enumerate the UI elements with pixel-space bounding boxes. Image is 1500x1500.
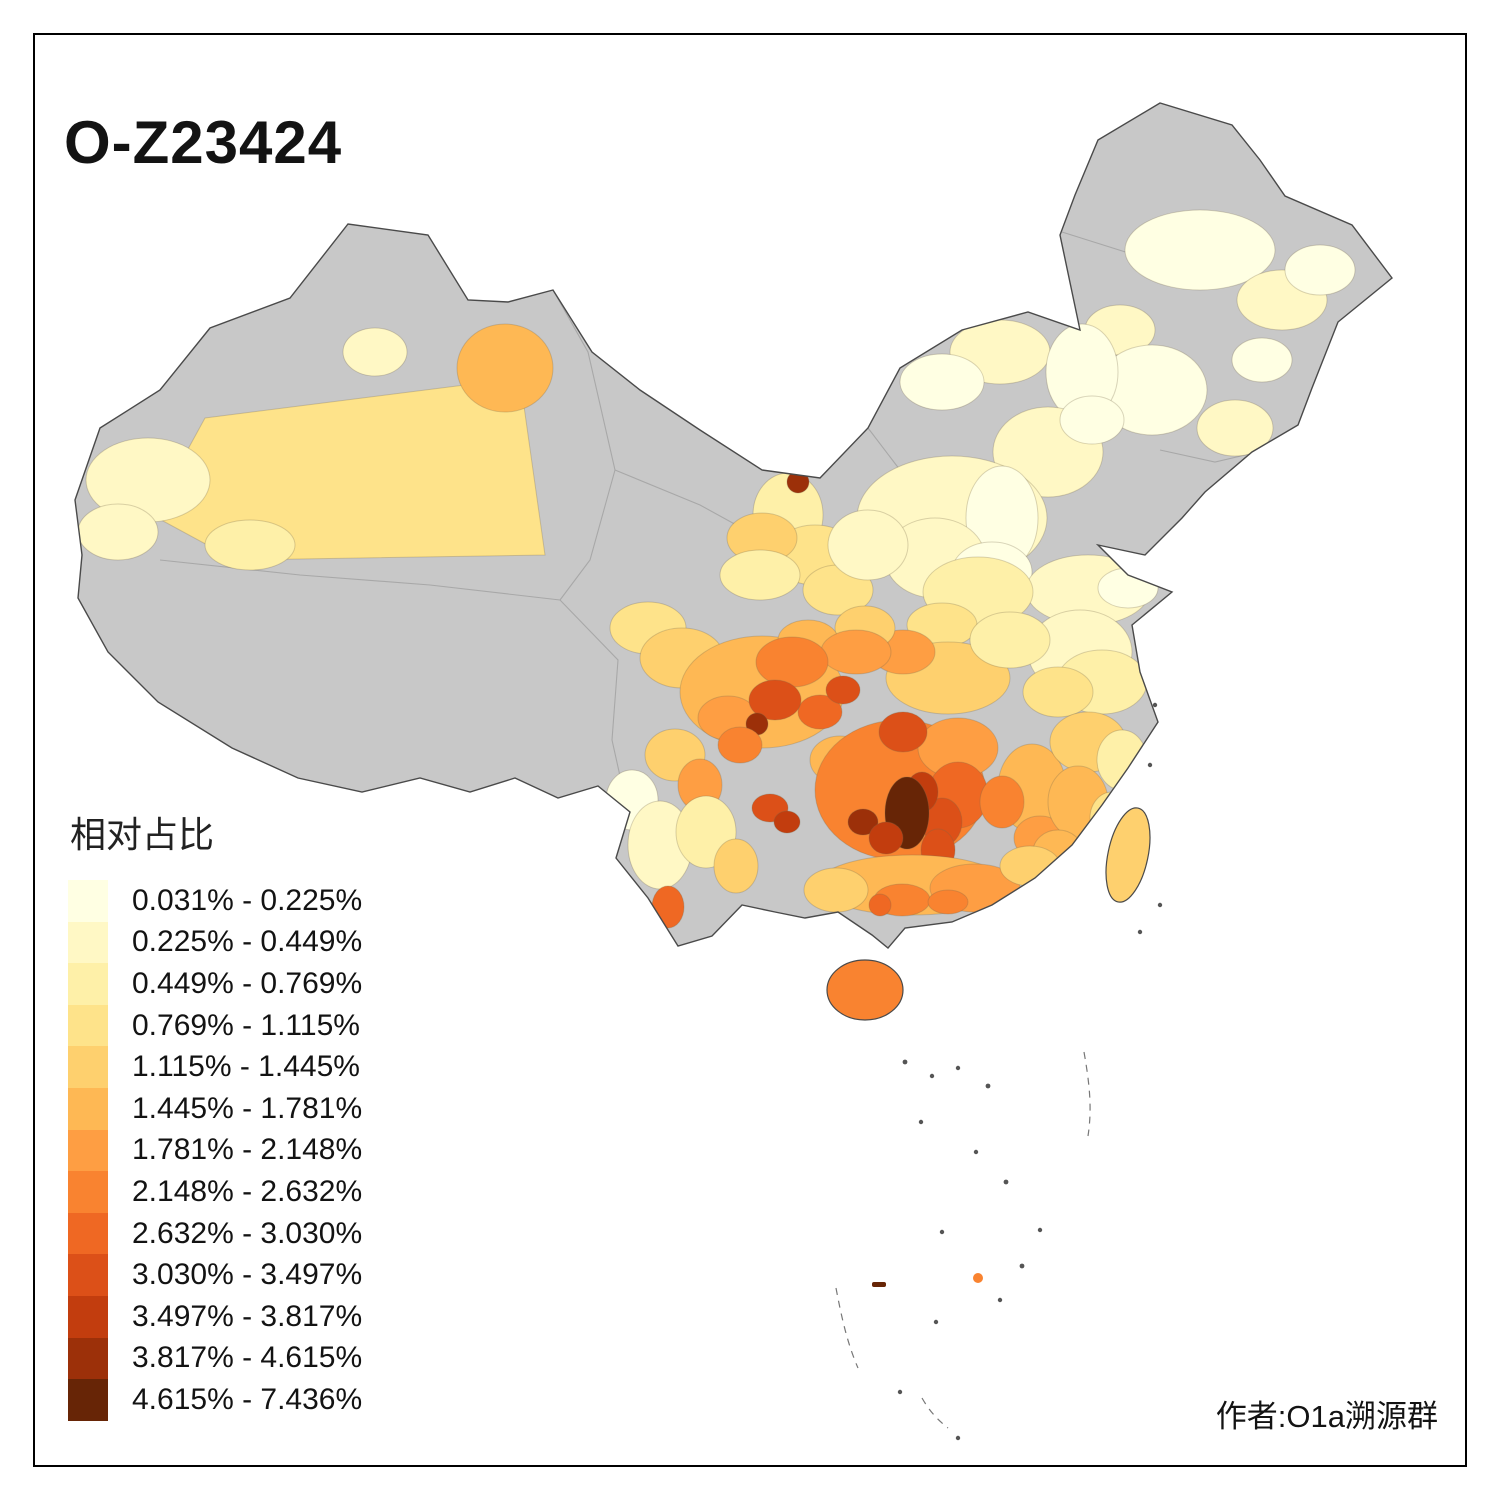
sea-islands (872, 702, 1163, 1441)
legend-item: 2.632% - 3.030% (68, 1212, 363, 1255)
scs-colored-islet (973, 1273, 983, 1283)
map-title: O-Z23424 (64, 109, 343, 177)
legend-label: 1.781% - 2.148% (132, 1133, 363, 1167)
legend-swatch (68, 1254, 108, 1296)
legend-item: 1.781% - 2.148% (68, 1129, 363, 1172)
legend-swatch (68, 1337, 108, 1380)
taiwan-island (1105, 807, 1151, 903)
legend-item: 3.817% - 4.615% (68, 1337, 363, 1380)
legend-item: 4.615% - 7.436% (68, 1379, 362, 1421)
legend-label: 3.817% - 4.615% (132, 1341, 363, 1375)
sea-boundary-dashes (835, 1051, 1091, 1429)
legend-item: 3.497% - 3.817% (68, 1295, 363, 1338)
legend-item: 1.115% - 1.445% (68, 1046, 362, 1088)
legend-label: 3.030% - 3.497% (132, 1258, 363, 1292)
legend-items: 0.031% - 0.225% 0.225% - 0.449% 0.449% - 0… (68, 880, 362, 1421)
legend-item: 3.030% - 3.497% (68, 1254, 362, 1296)
legend-swatch (68, 921, 108, 964)
legend-label: 2.632% - 3.030% (132, 1216, 363, 1250)
legend-item: 2.148% - 2.632% (68, 1171, 362, 1213)
choropleth-regions (77, 209, 1356, 929)
author-credit: 作者:O1a溯源群 (1215, 1399, 1438, 1434)
legend-label: 0.769% - 1.115% (132, 1008, 360, 1042)
legend-swatch (68, 1379, 108, 1421)
legend-swatch (68, 880, 108, 922)
mainland-outline (74, 102, 1393, 949)
legend-title: 相对占比 (70, 814, 215, 855)
legend-swatch (68, 1212, 108, 1255)
legend-item: 0.031% - 0.225% (68, 880, 362, 922)
legend-swatch (68, 1129, 108, 1172)
legend-swatch (68, 1046, 108, 1088)
legend-label: 4.615% - 7.436% (132, 1382, 363, 1416)
legend-label: 1.445% - 1.781% (132, 1091, 363, 1125)
legend-label: 2.148% - 2.632% (132, 1174, 363, 1208)
legend-item: 0.225% - 0.449% (68, 921, 363, 964)
legend-label: 1.115% - 1.445% (132, 1050, 360, 1084)
legend-swatch (68, 1004, 108, 1047)
legend-item: 0.449% - 0.769% (68, 963, 362, 1005)
legend-label: 0.225% - 0.449% (132, 925, 363, 959)
legend-label: 0.449% - 0.769% (132, 966, 363, 1000)
legend-item: 0.769% - 1.115% (68, 1004, 362, 1047)
legend-swatch (68, 1087, 108, 1130)
legend-label: 0.031% - 0.225% (132, 883, 363, 917)
legend-swatch (68, 1171, 108, 1213)
legend: 相对占比 0.031% - 0.225% 0.225% - 0.449% 0.449… (68, 806, 362, 1421)
legend-item: 1.445% - 1.781% (68, 1087, 363, 1130)
legend-swatch (68, 963, 108, 1005)
legend-swatch (68, 1295, 108, 1338)
hainan-island (826, 959, 904, 1021)
legend-label: 3.497% - 3.817% (132, 1299, 363, 1333)
